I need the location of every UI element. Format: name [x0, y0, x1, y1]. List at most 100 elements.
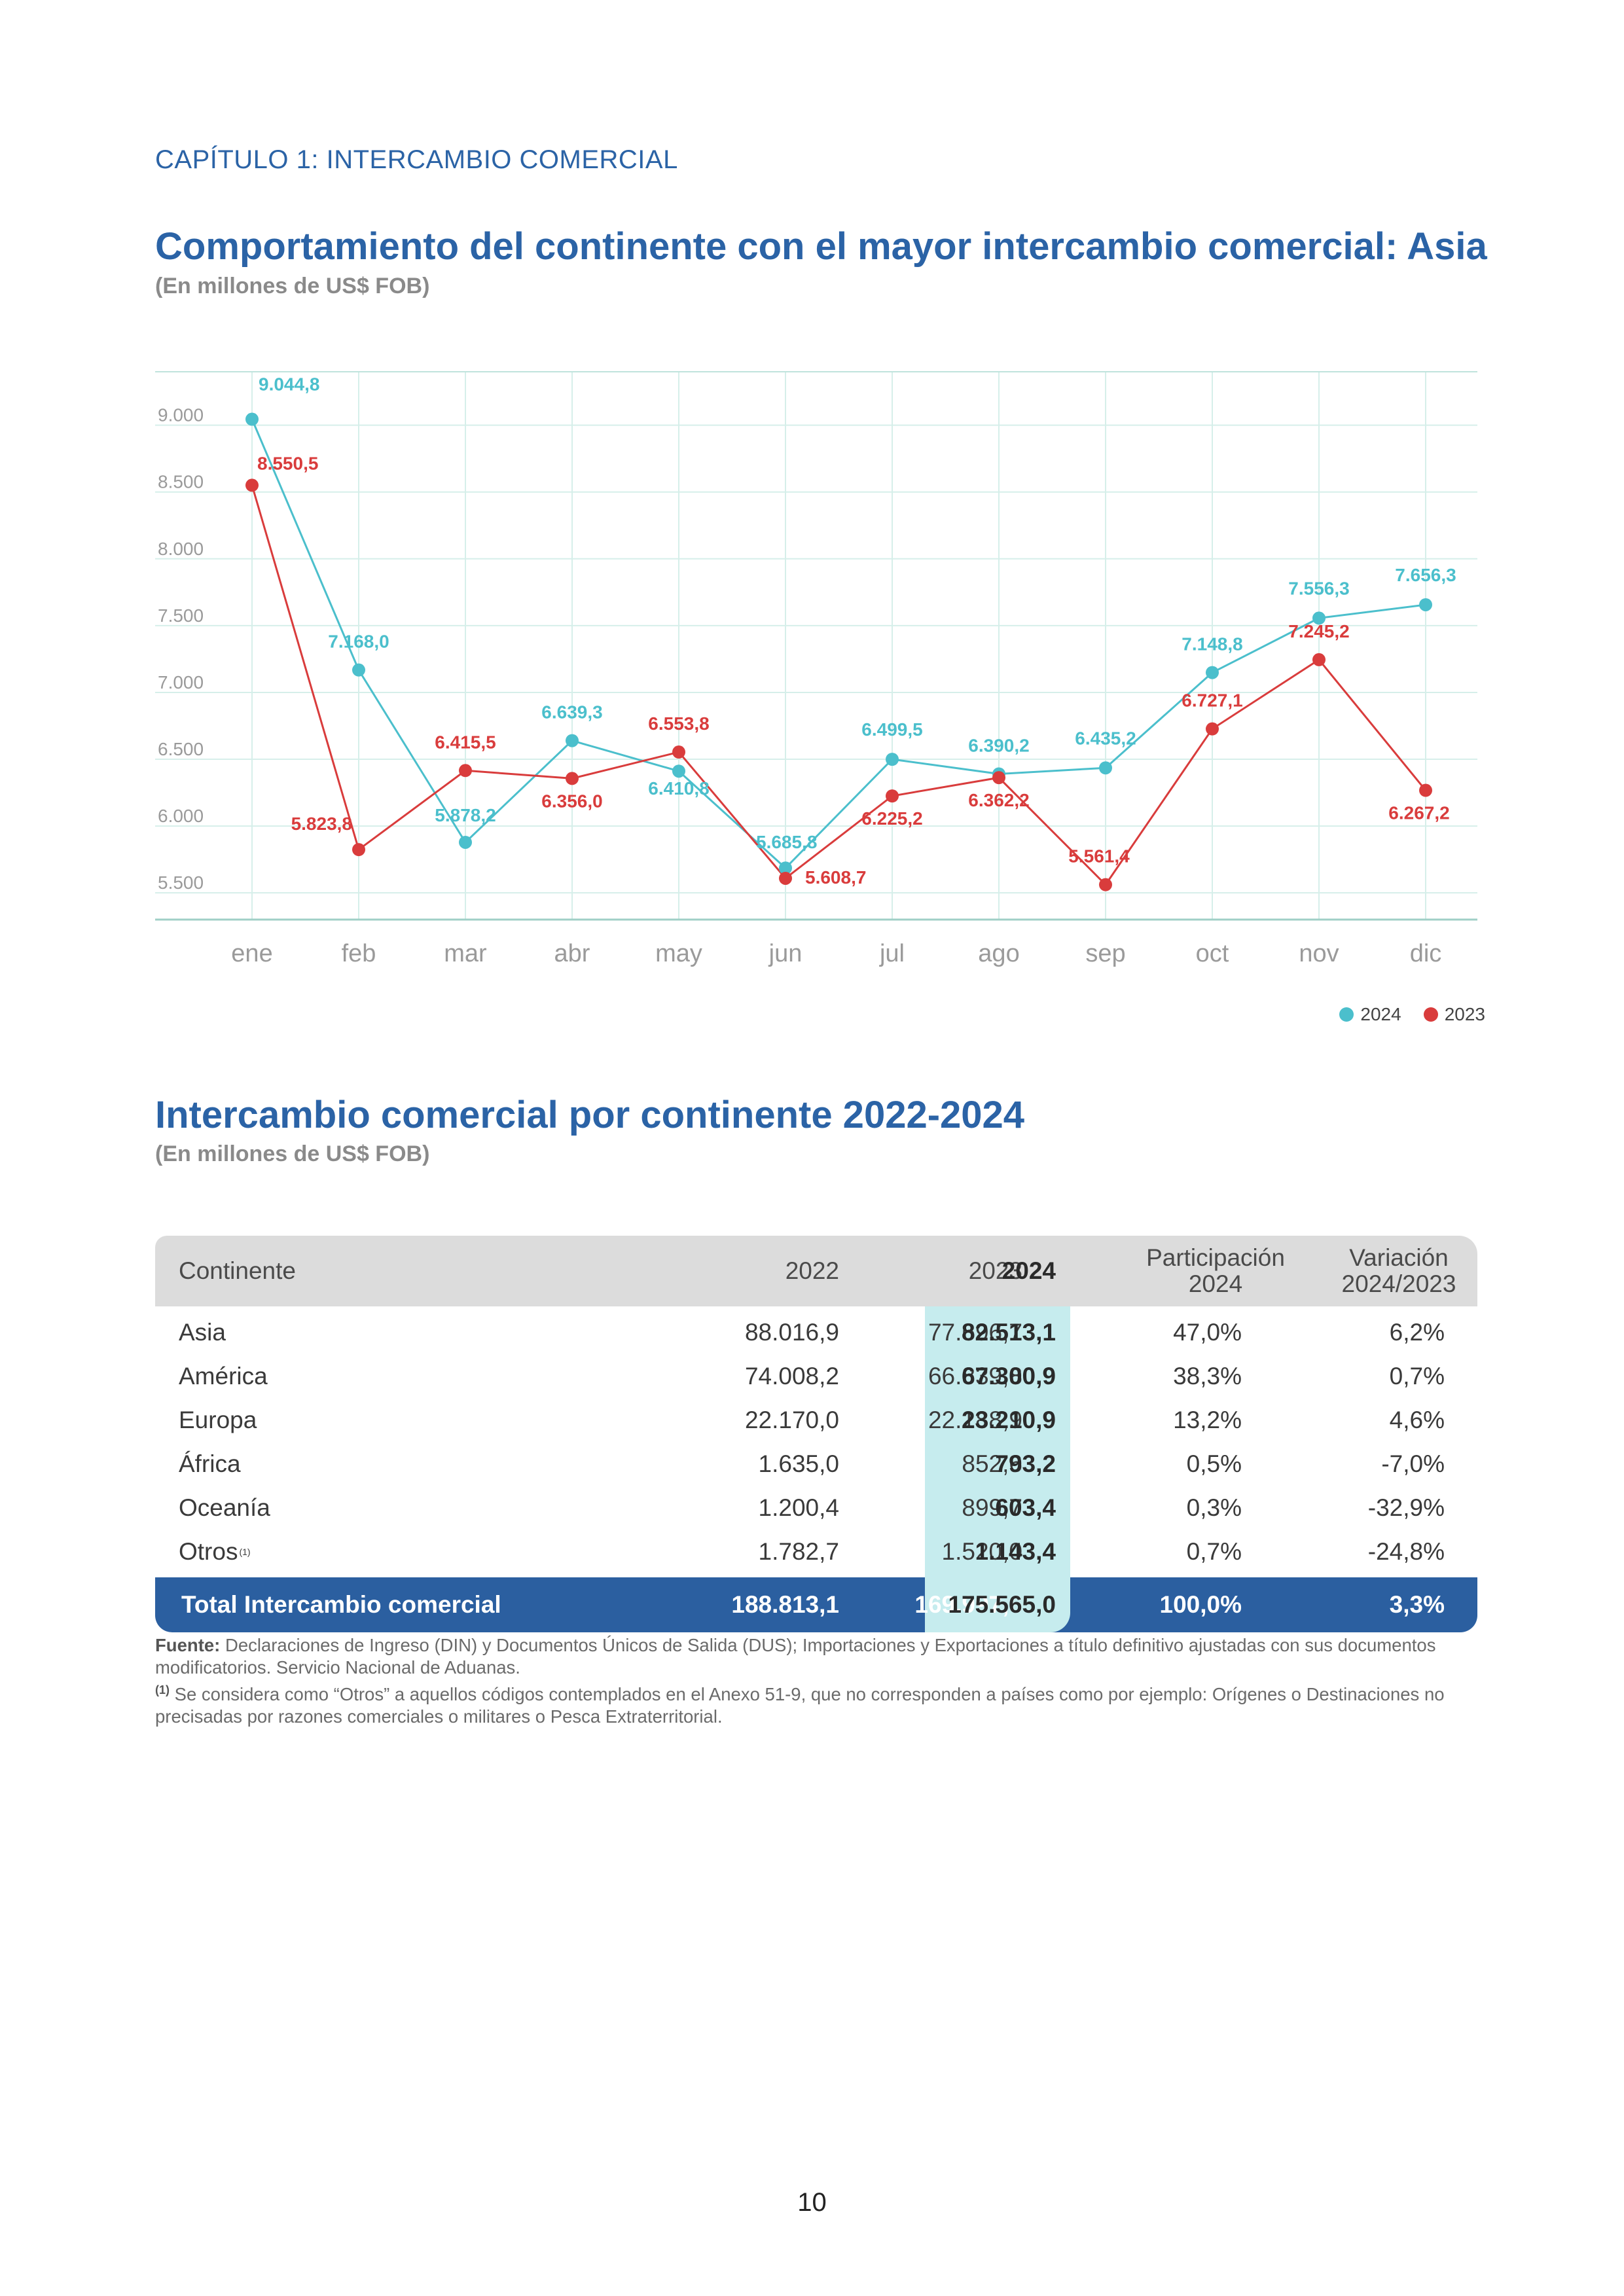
row-2023: 899,7 — [962, 1494, 1022, 1521]
y-tick-label: 6.500 — [158, 739, 204, 759]
data-point-2023 — [779, 871, 792, 885]
row-variacion: -7,0% — [1381, 1450, 1445, 1477]
table-row: América 74.008,2 66.839,8 67.300,9 38,3% 0,7% — [155, 1354, 1477, 1398]
x-tick-label: feb — [342, 940, 376, 967]
header-2022: 2022 — [785, 1257, 839, 1284]
data-label-2023: 5.823,8 — [291, 814, 352, 834]
x-tick-label: abr — [554, 940, 590, 967]
row-variacion: 0,7% — [1389, 1362, 1445, 1390]
row-variacion: -24,8% — [1367, 1537, 1445, 1565]
data-label-2023: 8.550,5 — [257, 453, 318, 473]
x-tick-label: sep — [1085, 940, 1125, 967]
table-body: Asia 88.016,9 77.696,7 82.513,1 47,0% 6,2% Amé… — [155, 1310, 1477, 1573]
row-participacion: 38,3% — [1173, 1362, 1242, 1390]
data-label-2023: 6.362,2 — [968, 790, 1029, 810]
header-variacion: Variación 2024/2023 — [1320, 1236, 1477, 1306]
table-row: Otros (1) 1.782,7 1.520,0 1.143,4 0,7% -24,8% — [155, 1530, 1477, 1573]
header-participacion: Participación 2024 — [1117, 1236, 1314, 1306]
row-variacion: -32,9% — [1367, 1494, 1445, 1521]
row-2023: 66.839,8 — [928, 1362, 1022, 1390]
table-subtitle: (En millones de US$ FOB) — [155, 1141, 430, 1166]
series-line-2024 — [251, 418, 1426, 870]
row-participacion: 0,7% — [1186, 1537, 1242, 1565]
data-point-2023 — [672, 745, 685, 759]
x-tick-label: jun — [768, 940, 803, 967]
data-point-2024 — [672, 764, 685, 778]
data-point-2024 — [1206, 666, 1219, 679]
x-tick-label: mar — [444, 940, 487, 967]
data-point-2023 — [459, 764, 472, 778]
data-point-2024 — [459, 835, 472, 849]
data-label-2023: 6.356,0 — [541, 791, 602, 811]
table-row: Asia 88.016,9 77.696,7 82.513,1 47,0% 6,2% — [155, 1310, 1477, 1354]
total-variacion: 3,3% — [1389, 1591, 1445, 1618]
header-participacion-l1: Participación — [1146, 1244, 1285, 1271]
row-2022: 1.635,0 — [758, 1450, 839, 1477]
x-tick-label: ago — [978, 940, 1019, 967]
row-2024: 67.300,9 — [961, 1362, 1056, 1390]
row-2024: 23.210,9 — [961, 1406, 1056, 1433]
total-label: Total Intercambio comercial — [181, 1591, 501, 1618]
data-point-2024 — [1419, 598, 1432, 611]
row-participacion: 13,2% — [1173, 1406, 1242, 1433]
legend-item-2023: 2023 — [1423, 1004, 1485, 1025]
row-continente: América — [179, 1354, 268, 1398]
row-participacion: 0,5% — [1186, 1450, 1242, 1477]
data-label-2024: 6.499,5 — [861, 719, 922, 740]
data-point-2024 — [1099, 761, 1112, 775]
total-2024: 175.565,0 — [948, 1591, 1056, 1618]
header-2023: 2023 — [968, 1257, 1022, 1284]
data-point-2023 — [886, 789, 899, 803]
x-tick-label: dic — [1410, 940, 1442, 967]
row-2022: 1.782,7 — [758, 1537, 839, 1565]
legend-item-2024: 2024 — [1339, 1004, 1401, 1025]
header-participacion-l2: 2024 — [1188, 1270, 1243, 1297]
table-header: Continente 2022 2023 2024 Participación … — [155, 1236, 1477, 1306]
data-point-2023 — [566, 772, 579, 785]
footnote-1-text: Se considera como “Otros” a aquellos cód… — [155, 1684, 1445, 1727]
data-point-2023 — [992, 771, 1005, 785]
row-2022: 88.016,9 — [744, 1318, 839, 1346]
data-label-2023: 7.245,2 — [1288, 621, 1349, 641]
row-2024: 793,2 — [995, 1450, 1056, 1477]
row-participacion: 0,3% — [1186, 1494, 1242, 1521]
table-notes: Fuente: Declaraciones de Ingreso (DIN) y… — [155, 1634, 1484, 1728]
data-point-2024 — [1312, 611, 1326, 625]
row-variacion: 6,2% — [1389, 1318, 1445, 1346]
data-point-2023 — [1312, 653, 1326, 666]
data-label-2024: 6.390,2 — [968, 735, 1029, 755]
data-point-2024 — [779, 861, 792, 875]
data-point-2024 — [886, 753, 899, 766]
row-footnote-marker: (1) — [239, 1546, 251, 1557]
line-chart: 5.500 6.000 6.500 7.000 7.500 8.000 8.500 9.000… — [155, 371, 1477, 967]
row-2023: 1.520,0 — [941, 1537, 1022, 1565]
row-2022: 74.008,2 — [744, 1362, 839, 1390]
source-label: Fuente: — [155, 1635, 221, 1655]
row-2023: 852,6 — [962, 1450, 1022, 1477]
x-tick-label: jul — [879, 940, 905, 967]
legend-dot-2023 — [1423, 1007, 1438, 1022]
data-point-2023 — [1206, 722, 1219, 736]
row-continente-name: Europa — [179, 1406, 257, 1433]
data-label-2024: 7.168,0 — [328, 632, 389, 652]
data-point-2024 — [352, 663, 365, 677]
footnote-1: (1) Se considera como “Otros” a aquellos… — [155, 1679, 1484, 1728]
data-point-2024 — [566, 734, 579, 747]
chapter-heading: CAPÍTULO 1: INTERCAMBIO COMERCIAL — [155, 145, 678, 174]
y-tick-label: 6.000 — [158, 806, 204, 826]
table-row: Europa 22.170,0 22.188,9 23.210,9 13,2% 4,6% — [155, 1398, 1477, 1442]
data-label-2024: 6.639,3 — [541, 702, 602, 723]
row-continente: Otros (1) — [179, 1530, 251, 1573]
data-label-2023: 5.608,7 — [805, 867, 866, 888]
data-label-2024: 7.148,8 — [1182, 634, 1242, 655]
header-2024: 2024 — [1001, 1257, 1056, 1284]
header-continente: Continente — [179, 1257, 296, 1284]
x-tick-label: nov — [1299, 940, 1339, 967]
row-variacion: 4,6% — [1389, 1406, 1445, 1433]
row-participacion: 47,0% — [1173, 1318, 1242, 1346]
data-label-2023: 6.553,8 — [648, 713, 709, 734]
table-row: Oceanía 1.200,4 899,7 603,4 0,3% -32,9% — [155, 1486, 1477, 1530]
row-continente-name: América — [179, 1362, 268, 1390]
source-note: Fuente: Declaraciones de Ingreso (DIN) y… — [155, 1634, 1484, 1679]
series-line-2023 — [251, 485, 1427, 886]
